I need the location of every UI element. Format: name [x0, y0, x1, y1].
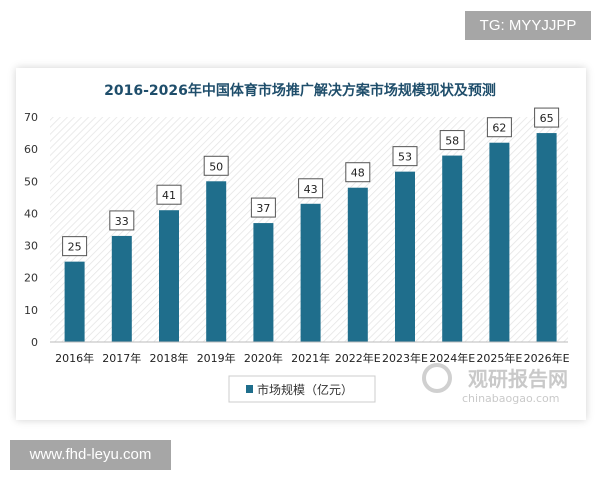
y-tick-label: 30: [24, 240, 38, 253]
x-tick-label: 2019年: [197, 351, 236, 365]
x-tick-label: 2026年E: [524, 351, 570, 365]
bar: [64, 261, 85, 342]
bar: [253, 223, 274, 342]
data-label-box: [345, 162, 371, 183]
data-label: 33: [115, 215, 129, 228]
chart-title: 2016-2026年中国体育市场推广解决方案市场规模现状及预测: [104, 82, 496, 99]
y-tick-label: 50: [24, 175, 38, 188]
data-label: 41: [162, 189, 176, 202]
y-tick-label: 0: [31, 336, 38, 349]
legend-label: 市场规模（亿元）: [257, 382, 353, 397]
data-label: 43: [304, 183, 318, 196]
data-label: 48: [351, 167, 365, 180]
watermark-logo: 观研报告网 chinabaogao.com: [422, 363, 568, 405]
x-tick-label: 2022年E: [335, 351, 381, 365]
bar: [111, 235, 132, 342]
x-tick-label: 2023年E: [382, 351, 428, 365]
data-label: 37: [256, 202, 270, 215]
y-tick-label: 70: [24, 111, 38, 124]
data-label: 62: [492, 122, 506, 135]
x-tick-label: 2016年: [55, 351, 94, 365]
data-label-box: [439, 130, 465, 151]
bar: [347, 187, 368, 342]
bar: [442, 155, 463, 342]
x-tick-label: 2020年: [244, 351, 283, 365]
legend: 市场规模（亿元）: [228, 375, 376, 403]
bar: [489, 142, 510, 342]
x-tick-label: 2018年: [150, 351, 189, 365]
data-label: 50: [209, 160, 223, 173]
data-label-box: [392, 146, 418, 167]
y-tick-label: 10: [24, 304, 38, 317]
data-label-box: [203, 155, 229, 176]
data-label: 25: [68, 241, 82, 254]
tg-overlay-label: TG: MYYJJPP: [465, 11, 591, 40]
bar: [536, 133, 557, 342]
bar: [300, 203, 321, 342]
x-tick-label: 2024年E: [429, 351, 475, 365]
x-tick-label: 2025年E: [476, 351, 522, 365]
bar: [395, 171, 415, 342]
bar: [206, 181, 227, 342]
x-tick-label: 2021年: [291, 351, 330, 365]
data-label-box: [62, 236, 88, 257]
y-tick-label: 20: [24, 272, 38, 285]
data-label: 58: [445, 135, 459, 148]
data-label: 53: [398, 151, 412, 164]
x-tick-label: 2017年: [102, 351, 141, 365]
data-label-box: [156, 184, 182, 205]
data-label-box: [534, 107, 560, 128]
watermark-cn: 观研报告网: [468, 367, 568, 391]
site-overlay-label: www.fhd-leyu.com: [10, 440, 171, 470]
bar: [159, 210, 179, 342]
legend-swatch: [246, 385, 253, 393]
data-label-box: [109, 210, 135, 231]
data-label-box: [298, 178, 324, 199]
watermark-en: chinabaogao.com: [462, 392, 560, 405]
data-label-box: [486, 117, 512, 138]
y-tick-label: 60: [24, 143, 38, 156]
y-tick-label: 40: [24, 207, 38, 220]
data-label: 65: [540, 112, 554, 125]
data-label-box: [250, 197, 276, 218]
